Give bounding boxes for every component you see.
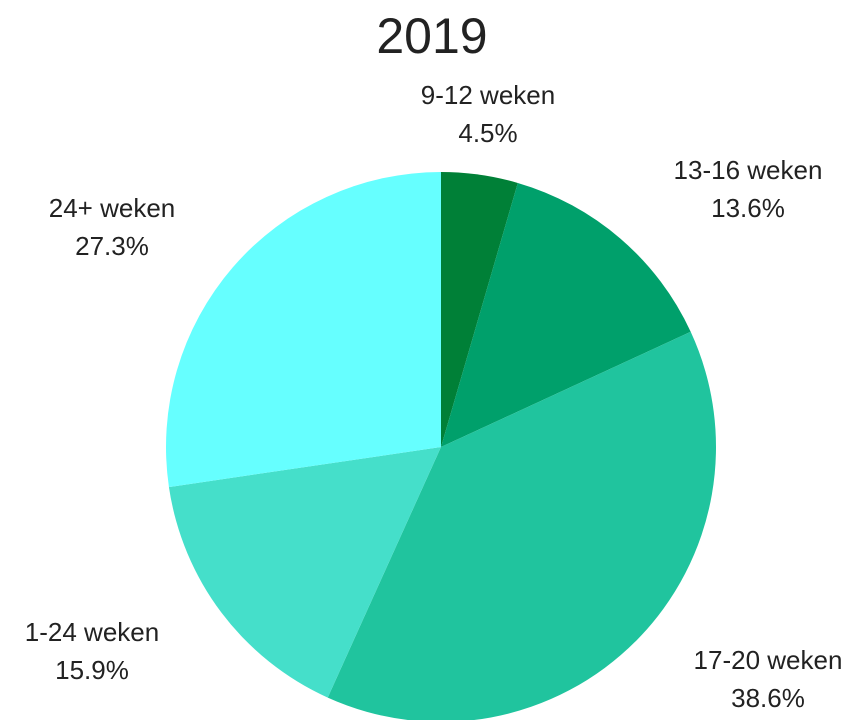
slice-label: 24+ weken xyxy=(49,193,175,223)
slice-value-label: 27.3% xyxy=(75,231,149,261)
slice-label: 17-20 weken xyxy=(694,645,843,675)
slice-value-label: 4.5% xyxy=(458,118,517,148)
pie-slice xyxy=(441,182,691,447)
pie-slice xyxy=(166,172,441,488)
slice-value-label: 15.9% xyxy=(55,655,129,685)
slice-label: 13-16 weken xyxy=(674,155,823,185)
slice-value-label: 13.6% xyxy=(711,193,785,223)
slice-value-label: 38.6% xyxy=(731,683,805,713)
pie-slice xyxy=(168,447,441,698)
chart-title: 2019 xyxy=(376,8,487,64)
pie-slice xyxy=(441,172,518,447)
slice-label: 1-24 weken xyxy=(25,617,159,647)
slice-label: 9-12 weken xyxy=(421,80,555,110)
pie-slice xyxy=(327,331,716,720)
